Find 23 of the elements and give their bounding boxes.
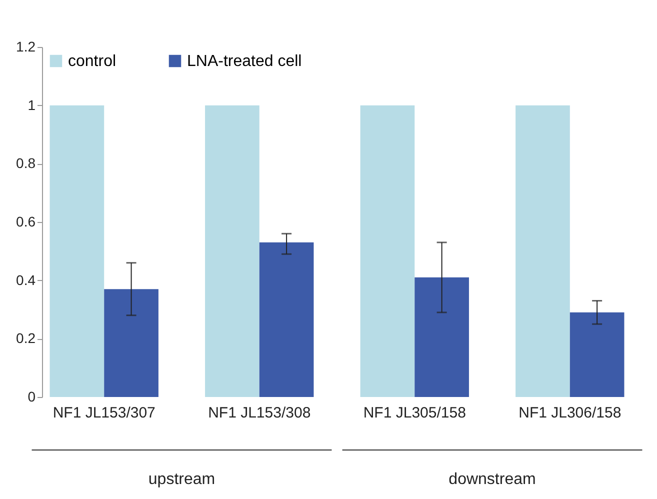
y-tick-label: 0.6 bbox=[16, 214, 36, 230]
x-tick-label: NF1 JL153/308 bbox=[208, 404, 311, 422]
bar bbox=[104, 289, 158, 397]
y-tick-label: 1.2 bbox=[16, 38, 36, 54]
bar bbox=[516, 105, 570, 397]
y-tick-label: 0.4 bbox=[16, 272, 36, 288]
legend-label: control bbox=[68, 53, 116, 70]
bar bbox=[259, 242, 314, 397]
bar bbox=[414, 277, 469, 397]
bar bbox=[360, 105, 415, 397]
text: upstream bbox=[148, 471, 216, 488]
bar bbox=[570, 312, 624, 397]
legend-label: LNA-treated cell bbox=[187, 53, 302, 70]
bar bbox=[50, 105, 104, 397]
x-tick-label: NF1 JL306/158 bbox=[518, 404, 622, 422]
y-tick-label: 0 bbox=[28, 388, 36, 404]
text: downstream bbox=[448, 471, 536, 488]
x-tick-label: NF1 JL153/307 bbox=[52, 404, 156, 422]
y-tick-label: 0.2 bbox=[16, 330, 36, 346]
y-tick-label: 1 bbox=[28, 96, 36, 113]
x-tick-label: NF1 JL305/158 bbox=[363, 404, 466, 422]
bar bbox=[205, 105, 260, 397]
y-tick-label: 0.8 bbox=[16, 155, 36, 172]
